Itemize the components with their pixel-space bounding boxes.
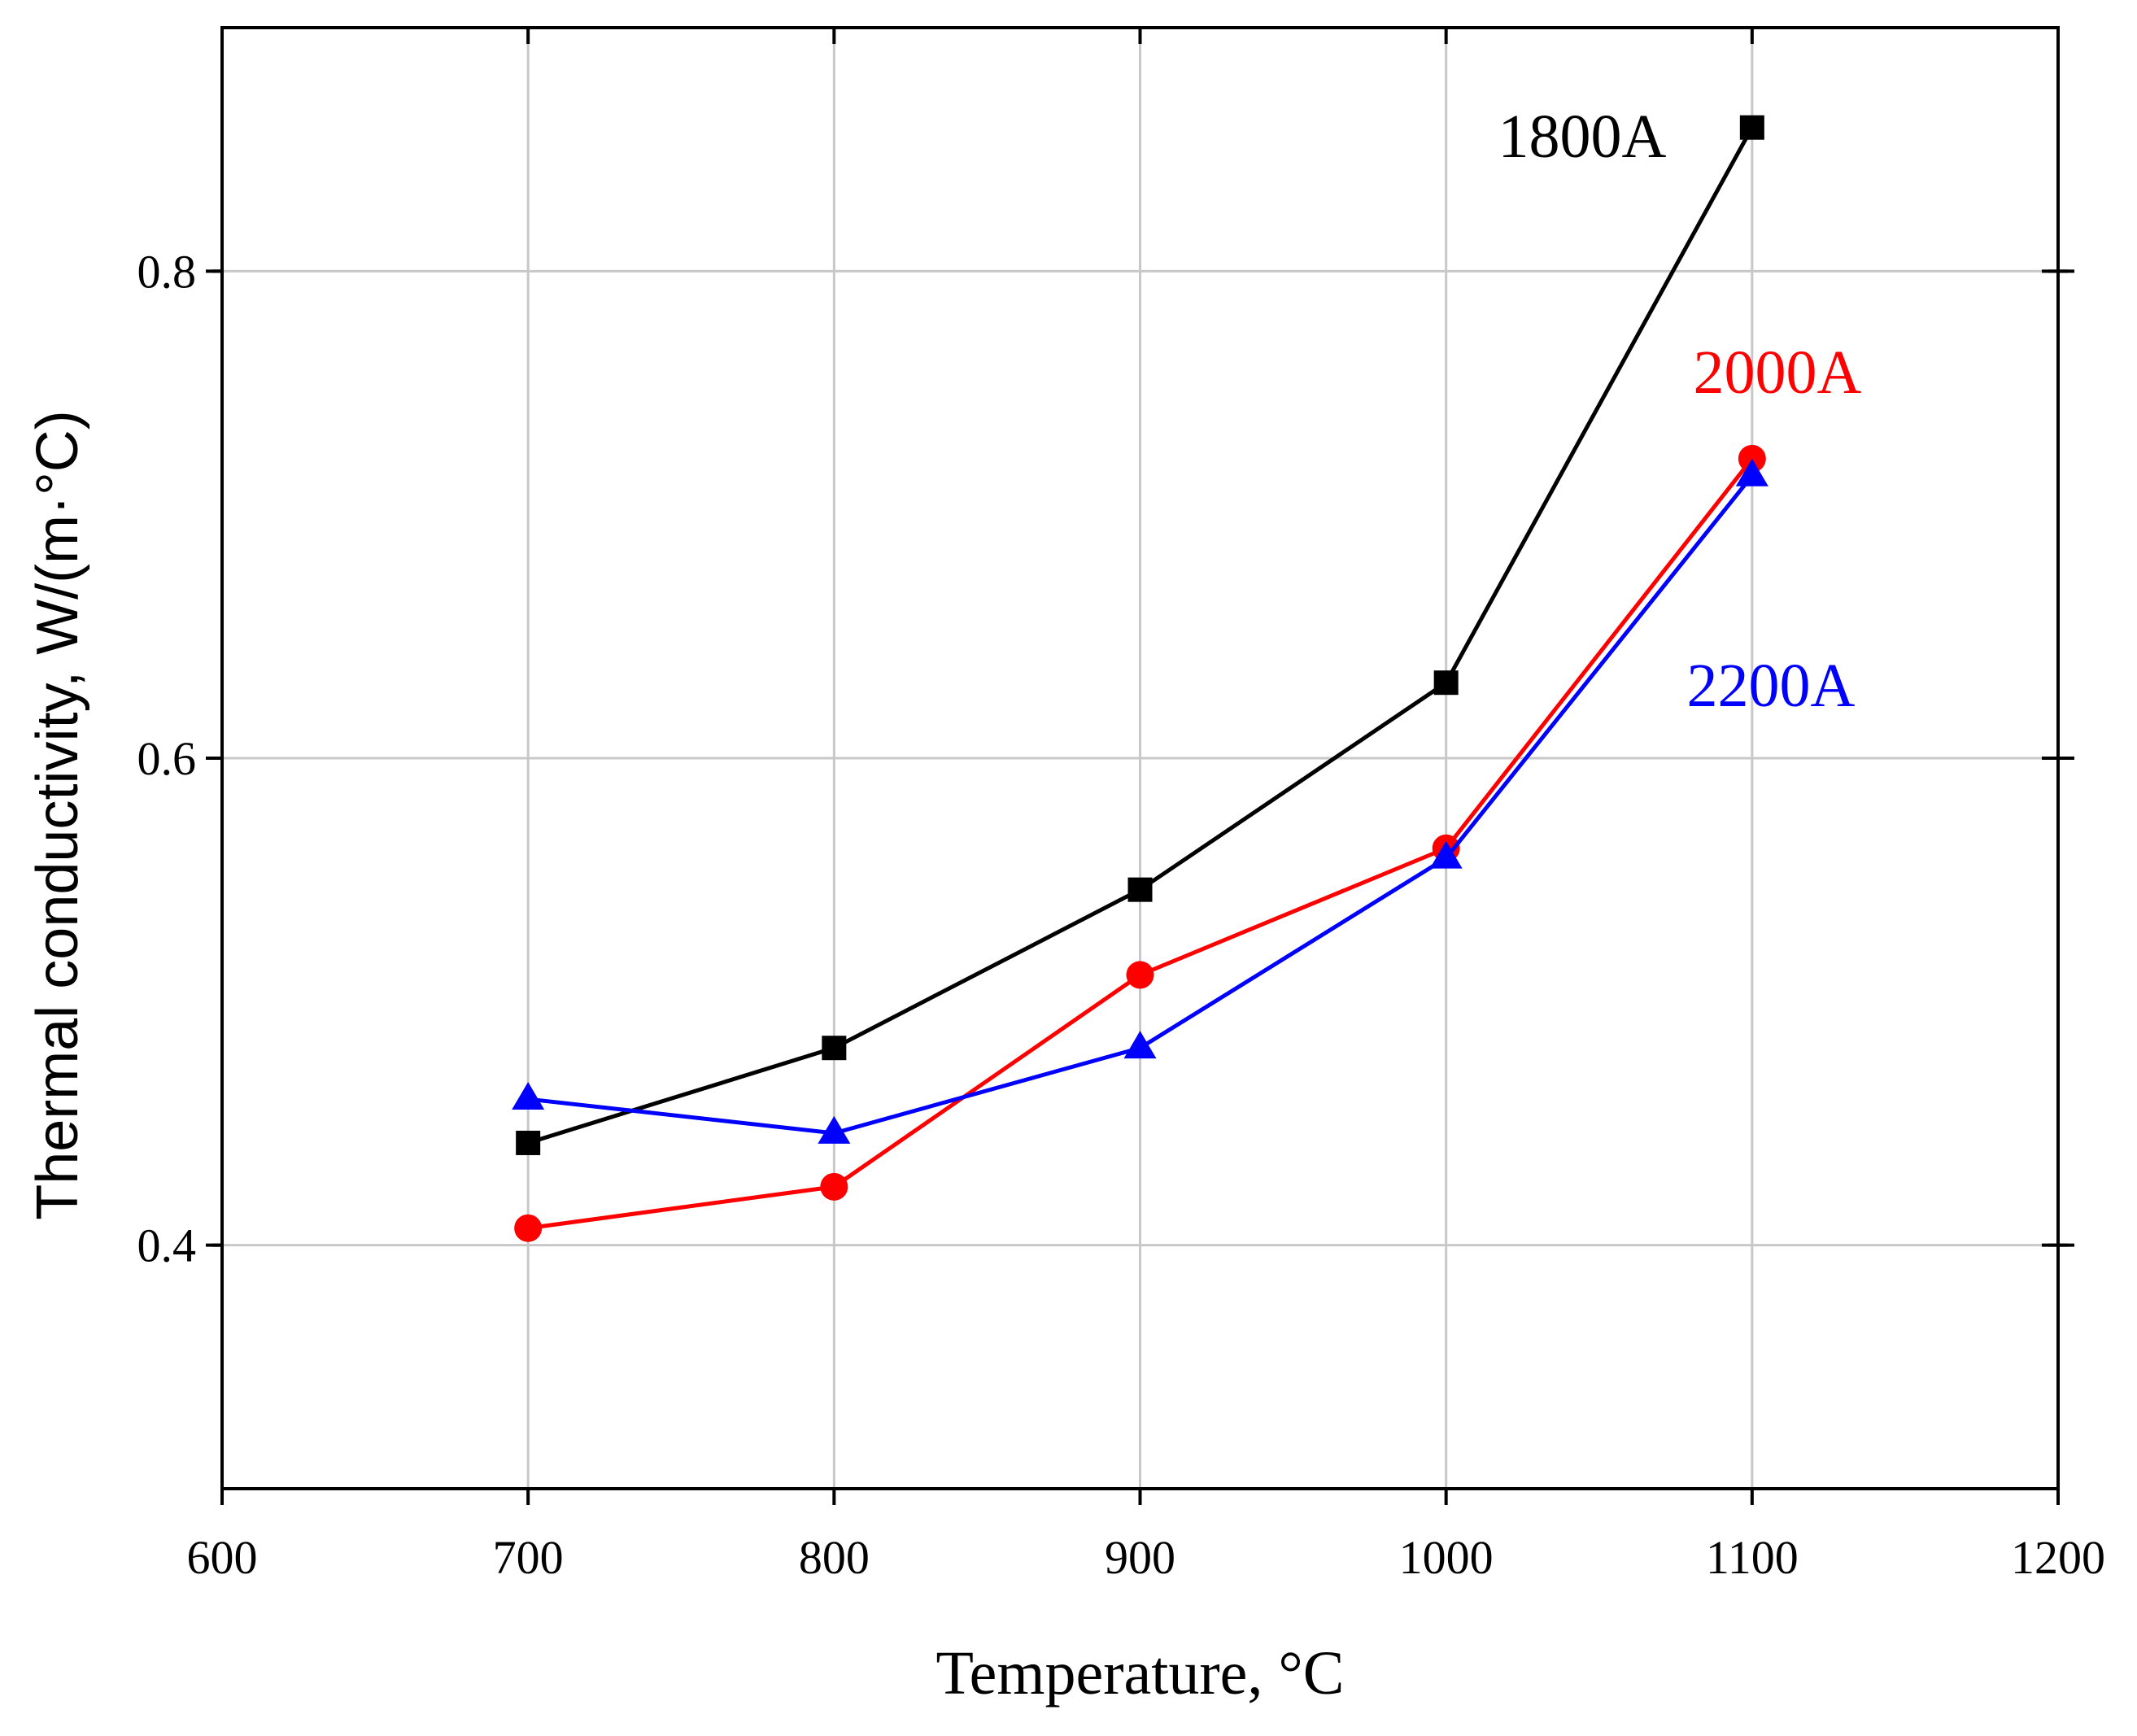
series-label-2000A: 2000A (1694, 338, 1862, 407)
series-layer (512, 115, 1768, 1242)
x-tick-label: 600 (187, 1531, 258, 1584)
data-point-2200A (1735, 458, 1768, 486)
data-point-2000A (514, 1214, 543, 1242)
data-point-1800A (516, 1130, 541, 1155)
series-labels: 1800A 2000A 2200A (1498, 103, 1862, 720)
y-tick-label: 0.8 (137, 245, 197, 298)
x-tick-label: 1100 (1706, 1531, 1799, 1584)
axis-ticks (206, 28, 2074, 1505)
series-2200A (512, 458, 1768, 1144)
data-point-1800A (1127, 877, 1153, 902)
x-tick-label: 900 (1105, 1531, 1175, 1584)
grid (222, 28, 2058, 1489)
y-tick-label: 0.4 (137, 1219, 197, 1272)
series-1800A (516, 115, 1764, 1155)
data-point-1800A (822, 1036, 847, 1061)
x-tick-label: 800 (799, 1531, 870, 1584)
y-axis-title: Thermal conductivity, W/(m·°C) (25, 410, 90, 1220)
series-label-2200A: 2200A (1687, 652, 1856, 720)
x-axis-title: Temperature, °C (936, 1639, 1345, 1708)
axis-tick-labels: 600 700 800 900 1000 1100 1200 0.4 0.6 0.8 (137, 245, 2106, 1584)
data-point-2200A (512, 1081, 545, 1110)
series-label-1800A: 1800A (1498, 103, 1667, 171)
data-point-2200A (1123, 1031, 1157, 1059)
x-tick-label: 700 (493, 1531, 564, 1584)
data-point-2000A (820, 1172, 848, 1201)
x-tick-label: 1200 (2011, 1531, 2105, 1584)
x-tick-label: 1000 (1399, 1531, 1494, 1584)
y-tick-label: 0.6 (137, 732, 197, 785)
data-point-1800A (1739, 115, 1764, 140)
data-point-2200A (818, 1115, 851, 1144)
data-point-1800A (1433, 670, 1459, 696)
data-point-2200A (1429, 840, 1463, 869)
data-point-2000A (1126, 961, 1154, 989)
